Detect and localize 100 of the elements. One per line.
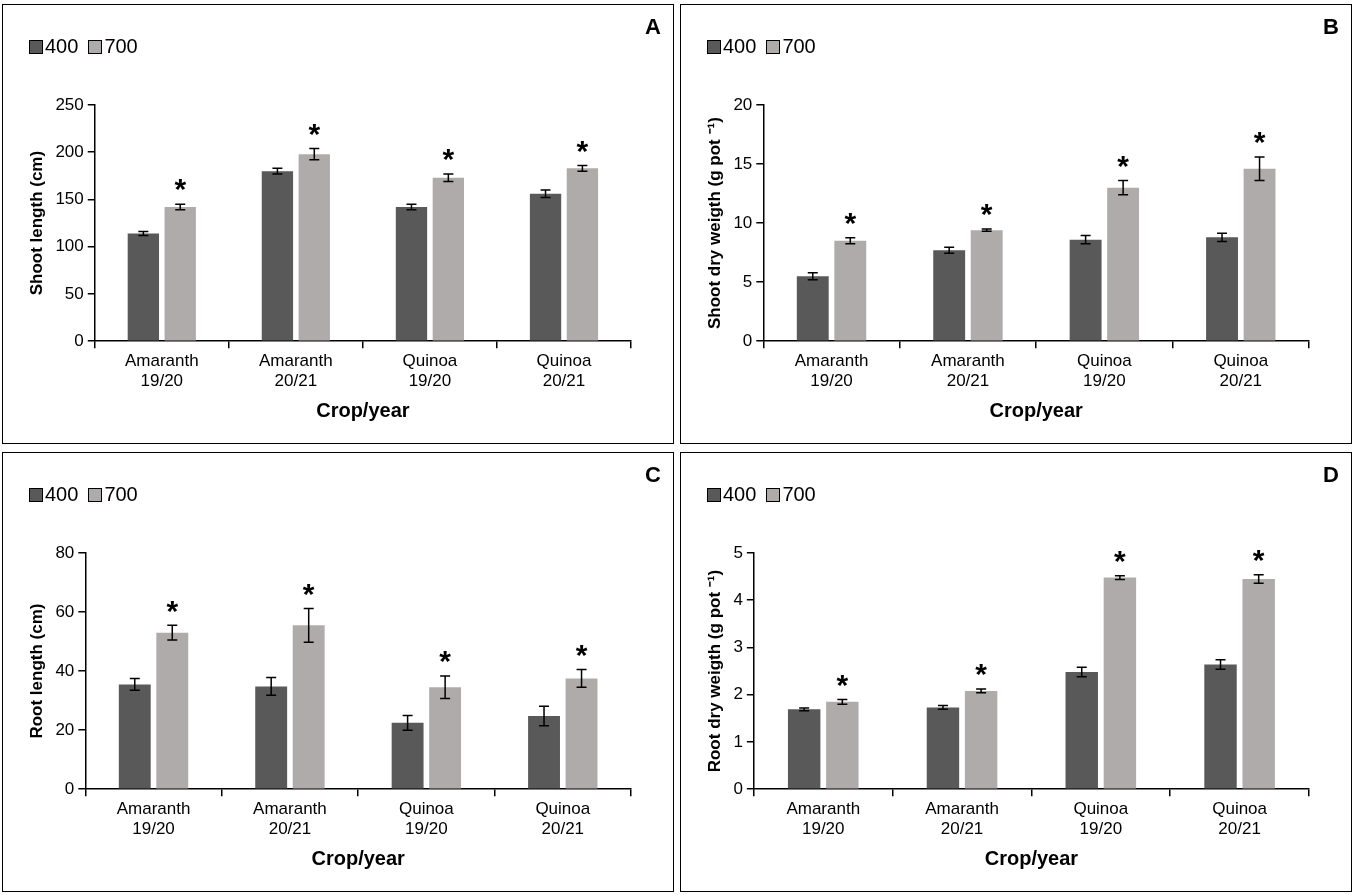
bar [391, 722, 424, 789]
bar [127, 233, 160, 341]
annotation: * [1117, 148, 1130, 182]
y-tick-label: 100 [55, 236, 84, 256]
y-axis-title: Root dry weigth (g pot ⁻¹) [704, 569, 724, 773]
bar [1204, 664, 1237, 789]
x-tick-label: Amaranth 20/21 [931, 351, 1005, 391]
x-tick-label: Amaranth 20/21 [925, 799, 999, 839]
bar [292, 625, 325, 789]
x-tick-label: Amaranth 19/20 [786, 799, 861, 839]
annotation: * [174, 172, 187, 206]
text: D [1323, 462, 1339, 488]
bar [834, 240, 867, 341]
y-tick-label: 0 [64, 778, 75, 798]
x-tick-label: Amaranth 19/20 [124, 351, 199, 391]
bar [566, 168, 599, 341]
bar [1069, 239, 1102, 341]
x-tick-label: Quinoa 20/21 [1212, 799, 1268, 839]
annotation: * [836, 667, 849, 701]
y-tick-label: 2 [733, 684, 743, 704]
bar [164, 207, 196, 341]
bar [395, 207, 428, 341]
y-tick-label: 50 [64, 283, 84, 303]
annotation: * [1252, 543, 1265, 576]
bar [970, 230, 1003, 341]
legend-label: 700 [782, 483, 816, 506]
x-tick-label: Amaranth 20/21 [253, 799, 327, 839]
y-axis-title: Shoot dry weigth (g pot ⁻¹) [704, 117, 724, 330]
bar [255, 686, 288, 789]
annotation: * [576, 133, 589, 167]
y-tick-label: 80 [55, 542, 75, 562]
legend-label: 700 [104, 35, 138, 58]
bar [933, 250, 966, 341]
x-tick-label: Quinoa 20/21 [535, 799, 591, 839]
y-tick-label: 10 [733, 212, 753, 232]
bar [1107, 187, 1140, 341]
bar [964, 690, 998, 789]
text: B [1323, 14, 1339, 40]
y-tick-label: 150 [55, 189, 84, 209]
annotation: * [844, 206, 857, 240]
x-tick-label: Quinoa 20/21 [536, 351, 592, 391]
x-tick-label: Amaranth 19/20 [794, 351, 869, 391]
bar [1206, 237, 1238, 341]
y-tick-label: 20 [55, 719, 75, 739]
x-tick-label: Quinoa 19/20 [398, 799, 455, 839]
text: A [645, 14, 662, 40]
y-tick-label: 5 [742, 271, 753, 291]
annotation: * [575, 637, 588, 671]
x-tick-label: Amaranth 20/21 [259, 351, 333, 391]
bar [432, 177, 465, 341]
annotation: * [1114, 543, 1127, 577]
bar [787, 709, 821, 789]
y-tick-label: 4 [733, 589, 743, 609]
legend-label: 400 [45, 35, 79, 58]
bar [298, 154, 330, 341]
x-tick-label: Quinoa 19/20 [402, 351, 458, 391]
annotation: * [302, 576, 315, 610]
y-tick-label: 5 [733, 542, 743, 562]
bar [529, 193, 562, 341]
bar [565, 678, 598, 789]
bar [1242, 578, 1275, 789]
text: C [645, 462, 662, 488]
bar [926, 707, 960, 789]
y-tick-label: 0 [742, 330, 753, 350]
y-tick-label: 0 [733, 778, 743, 798]
legend-label: 700 [104, 483, 138, 506]
legend-label: 700 [782, 35, 816, 58]
legend-label: 400 [723, 483, 757, 506]
x-axis-title: Crop/year [984, 846, 1079, 869]
bar [796, 276, 829, 341]
y-tick-label: 60 [55, 601, 75, 621]
annotation: * [442, 142, 455, 176]
x-tick-label: Quinoa 20/21 [1213, 351, 1269, 391]
legend-label: 400 [723, 35, 757, 58]
bar [528, 715, 560, 789]
annotation: * [166, 593, 179, 627]
x-tick-label: Amaranth 19/20 [116, 799, 191, 839]
bar [156, 632, 189, 789]
y-tick-label: 0 [74, 330, 84, 350]
x-axis-title: Crop/year [316, 398, 410, 421]
legend-label: 400 [45, 483, 79, 506]
y-tick-label: 250 [55, 94, 84, 114]
bar [429, 687, 462, 789]
y-tick-label: 200 [55, 141, 84, 161]
bar [1103, 577, 1137, 789]
bar [826, 701, 859, 789]
annotation: * [980, 197, 993, 231]
annotation: * [1253, 125, 1266, 159]
y-tick-label: 3 [733, 637, 743, 657]
annotation: * [975, 657, 988, 691]
x-tick-label: Quinoa 19/20 [1073, 799, 1129, 839]
y-tick-label: 15 [733, 153, 753, 173]
annotation: * [439, 644, 452, 678]
bar [1243, 168, 1276, 341]
y-axis-title: Root length (cm) [26, 603, 46, 739]
y-tick-label: 20 [733, 94, 753, 114]
y-tick-label: 1 [733, 731, 743, 751]
bar [1065, 672, 1098, 789]
bar [261, 171, 294, 341]
y-tick-label: 40 [55, 660, 75, 680]
